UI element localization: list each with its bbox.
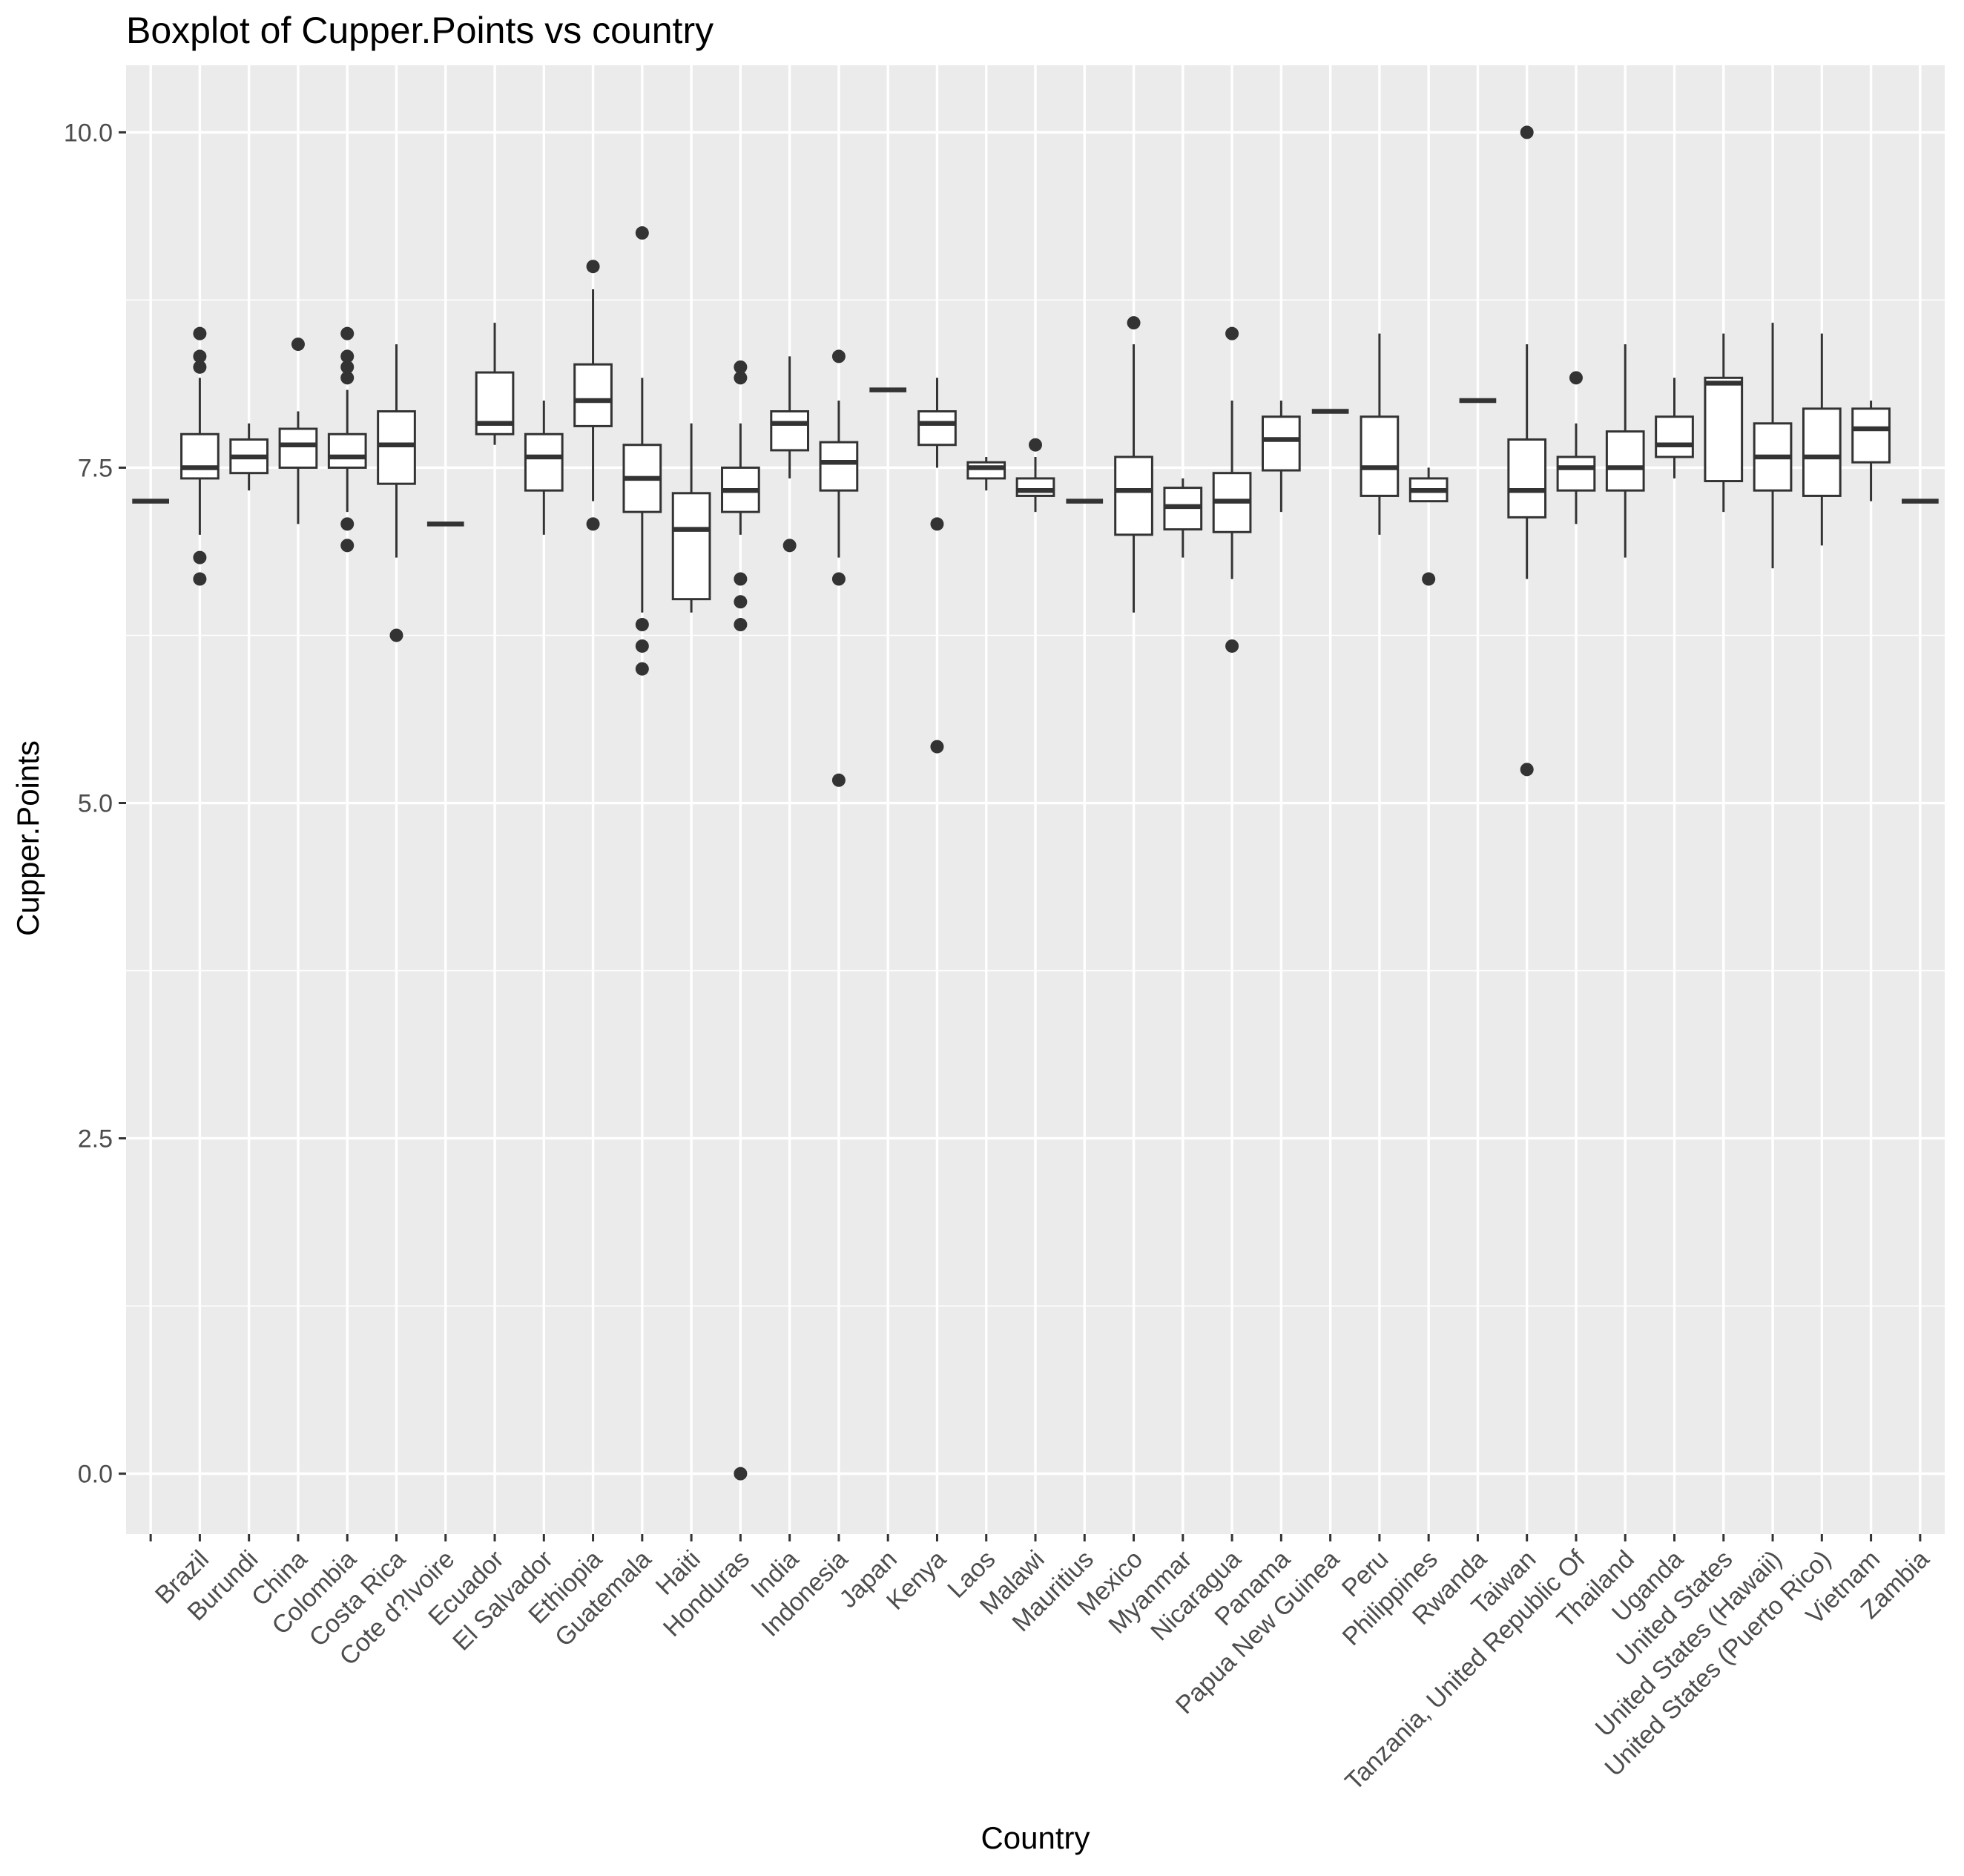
box-iqr — [1015, 477, 1055, 497]
plot-area: 0.02.55.07.510.0BrazilBurundiChinaColomb… — [64, 65, 1945, 1796]
box-iqr — [1114, 455, 1153, 536]
box-iqr — [1851, 407, 1891, 464]
outlier-point — [1520, 763, 1534, 777]
outlier-point — [340, 326, 355, 340]
y-tick-label: 2.5 — [78, 1125, 113, 1153]
outlier-point — [734, 572, 748, 586]
outlier-point — [734, 371, 748, 385]
outlier-point — [635, 662, 649, 676]
y-tick-label: 7.5 — [78, 454, 113, 482]
outlier-point — [831, 349, 846, 363]
box-iqr — [1802, 407, 1842, 497]
outlier-point — [193, 550, 207, 565]
box-iqr — [377, 410, 416, 485]
box-iqr — [278, 427, 318, 469]
box-iqr — [573, 363, 613, 427]
outlier-point — [340, 349, 355, 363]
outlier-point — [291, 338, 305, 352]
outlier-point — [340, 539, 355, 553]
outlier-point — [734, 1467, 748, 1481]
outlier-point — [389, 628, 403, 642]
outlier-point — [635, 639, 649, 653]
y-tick-label: 10.0 — [64, 119, 113, 147]
outlier-point — [635, 618, 649, 632]
outlier-point — [734, 595, 748, 609]
box-iqr — [524, 432, 564, 492]
outlier-point — [193, 349, 207, 363]
outlier-point — [1225, 639, 1239, 653]
outlier-point — [782, 539, 797, 553]
box-iqr — [327, 432, 367, 469]
y-tick-label: 5.0 — [78, 790, 113, 818]
box-iqr — [671, 492, 711, 601]
box-iqr — [1507, 438, 1547, 519]
outlier-point — [734, 618, 748, 632]
box-iqr — [1655, 415, 1694, 458]
box-iqr — [1556, 455, 1596, 492]
y-tick-label: 0.0 — [78, 1461, 113, 1489]
outlier-point — [635, 226, 649, 240]
outlier-point — [734, 360, 748, 374]
outlier-point — [586, 517, 600, 531]
outlier-point — [193, 326, 207, 340]
outlier-point — [340, 360, 355, 374]
box-iqr — [1360, 415, 1400, 497]
box-iqr — [1605, 430, 1645, 492]
box-iqr — [770, 410, 809, 452]
outlier-point — [831, 773, 846, 787]
outlier-point — [193, 572, 207, 586]
outlier-point — [1225, 326, 1239, 340]
outlier-point — [831, 572, 846, 586]
box-iqr — [1262, 415, 1301, 472]
outlier-point — [586, 260, 600, 274]
chart-title: Boxplot of Cupper.Points vs country — [126, 10, 714, 51]
outlier-point — [340, 371, 355, 385]
outlier-point — [1029, 438, 1042, 452]
y-axis-label: Cupper.Points — [10, 740, 45, 936]
box-iqr — [1704, 376, 1744, 483]
outlier-point — [1569, 371, 1583, 385]
box-iqr — [917, 410, 957, 447]
outlier-point — [930, 517, 944, 531]
outlier-point — [930, 740, 944, 754]
outlier-point — [193, 360, 207, 374]
box-iqr — [966, 461, 1006, 480]
outlier-point — [1422, 572, 1436, 586]
box-iqr — [180, 432, 220, 480]
outlier-point — [1520, 125, 1534, 139]
outlier-point — [340, 517, 355, 531]
outlier-point — [1127, 316, 1141, 330]
box-iqr — [819, 441, 859, 492]
x-axis-label: Country — [981, 1820, 1090, 1855]
